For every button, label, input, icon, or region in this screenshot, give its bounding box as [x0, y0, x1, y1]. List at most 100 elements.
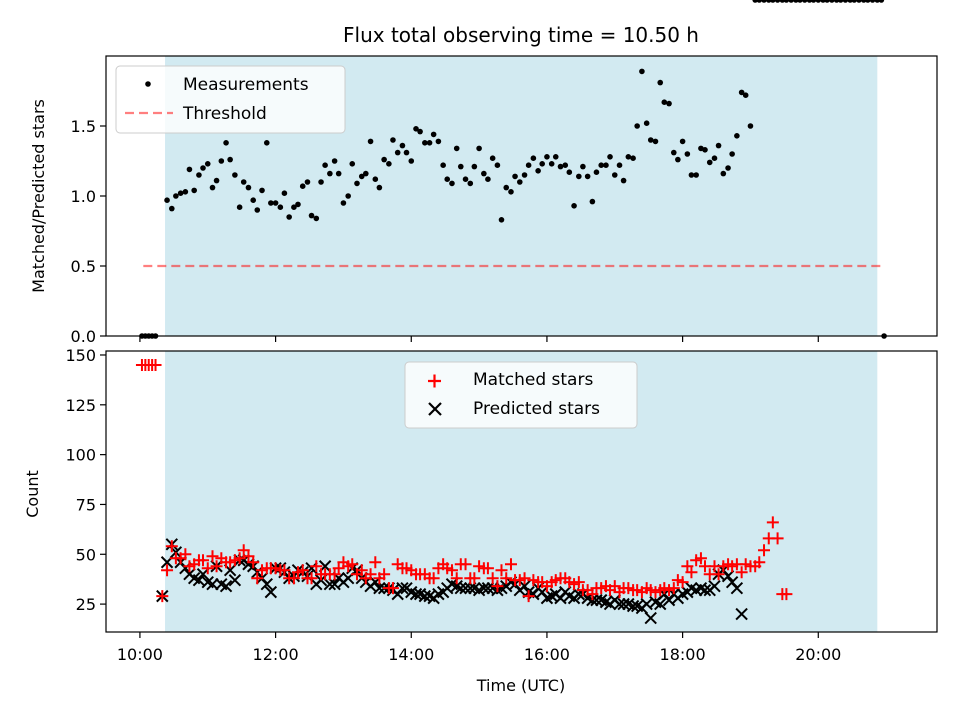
legend-threshold-label: Threshold — [182, 104, 267, 124]
matched-star-point — [251, 572, 264, 585]
measurement-point — [322, 162, 328, 168]
measurement-point — [557, 163, 564, 170]
predicted-star-point — [698, 583, 712, 597]
measurement-point — [232, 172, 238, 178]
y-tick-label: 150 — [65, 346, 96, 365]
measurement-point — [652, 138, 659, 145]
matched-star-point — [149, 358, 162, 371]
predicted-star-point — [264, 585, 278, 599]
matched-star-point — [780, 588, 793, 601]
measurement-point — [340, 200, 347, 206]
measurement-point — [865, 0, 871, 3]
measurement-point — [349, 161, 356, 167]
measurement-point — [670, 149, 677, 156]
matched-star-point — [694, 552, 707, 565]
matched-star-point — [210, 560, 223, 573]
legend-predicted-marker — [428, 402, 442, 416]
measurement-point — [729, 151, 735, 157]
measurement-point — [169, 205, 175, 212]
measurement-point — [394, 149, 401, 156]
measurement-point — [525, 162, 532, 168]
measurement-point — [177, 190, 184, 196]
matched-star-point — [491, 580, 504, 593]
measurement-point — [657, 79, 664, 86]
measurement-point — [358, 173, 365, 180]
measurement-point — [367, 138, 374, 145]
measurement-point — [837, 0, 844, 3]
measurement-point — [403, 149, 410, 156]
measurement-point — [797, 0, 803, 3]
measurement-point — [634, 123, 640, 129]
measurement-point — [878, 0, 885, 3]
matched-star-point — [504, 558, 517, 571]
bottom-x-ticks: 10:00 12:00 14:00 16:00 18:00 20:00 — [117, 632, 841, 664]
predicted-star-point — [654, 597, 667, 611]
measurement-point — [552, 154, 559, 160]
predicted-star-point — [396, 581, 409, 595]
top-legend: Measurements Threshold — [115, 65, 346, 134]
predicted-star-point — [721, 569, 735, 583]
bottom-legend-box — [404, 361, 638, 429]
predicted-star-point — [323, 577, 337, 591]
measurement-point — [706, 159, 713, 166]
x-tick-label: 16:00 — [524, 645, 570, 664]
measurement-point — [688, 172, 695, 178]
measurement-point — [494, 162, 501, 168]
measurement-point — [503, 184, 510, 191]
matched-star-point — [364, 568, 377, 581]
bottom-panel: 25 50 75 100 125 150 10:00 12:00 14:00 16:00 18:0… — [23, 346, 938, 695]
matched-star-point — [667, 582, 680, 595]
measurement-point — [372, 176, 379, 182]
measurement-point — [734, 133, 740, 139]
measurement-point — [593, 169, 600, 175]
x-axis-title: Time (UTC) — [476, 676, 565, 695]
measurement-point — [566, 169, 573, 175]
measurement-point — [354, 180, 360, 187]
top-y-axis-title: Matched/Predicted stars — [29, 99, 48, 293]
matched-star-point — [771, 532, 784, 545]
measurement-point — [856, 0, 862, 3]
measurement-point — [408, 158, 415, 164]
measurement-point — [580, 163, 586, 170]
measurement-point — [815, 0, 822, 3]
measurement-point — [227, 156, 233, 163]
matched-star-point — [500, 572, 513, 585]
matched-star-point — [386, 582, 399, 595]
measurement-point — [268, 200, 274, 206]
measurement-point — [589, 198, 596, 205]
measurement-point — [444, 176, 451, 182]
measurement-point — [453, 145, 460, 152]
measurement-point — [457, 163, 464, 170]
measurement-point — [774, 0, 781, 3]
measurement-point — [607, 154, 613, 160]
measurement-point — [196, 172, 202, 178]
measurement-point — [571, 203, 577, 209]
measurement-point — [720, 170, 727, 177]
matched-star-point — [156, 590, 169, 603]
matched-star-point — [197, 554, 210, 567]
matched-star-point — [459, 558, 472, 571]
measurement-point — [386, 161, 392, 167]
matched-star-point — [165, 540, 178, 553]
matched-star-point — [676, 576, 689, 589]
measurement-point — [770, 0, 776, 3]
measurement-point — [209, 184, 216, 191]
matched-star-point — [296, 564, 309, 577]
x-tick-label: 12:00 — [253, 645, 299, 664]
y-tick-label: 1.0 — [71, 187, 96, 206]
bottom-legend: Matched stars Predicted stars — [404, 361, 638, 429]
predicted-star-point — [305, 562, 318, 575]
measurement-point — [562, 162, 569, 168]
bottom-y-ticks: 25 50 75 100 125 150 — [65, 346, 106, 614]
predicted-star-point — [617, 597, 630, 611]
matched-star-point — [572, 576, 585, 589]
y-tick-label: 75 — [76, 495, 96, 514]
matched-star-point — [427, 572, 440, 585]
measurement-point — [417, 128, 423, 135]
matched-star-point — [161, 564, 174, 577]
measurement-point — [548, 161, 555, 167]
predicted-star-point — [373, 581, 386, 595]
measurement-point — [272, 200, 279, 206]
measurement-point — [801, 0, 808, 3]
y-tick-label: 50 — [76, 545, 96, 564]
